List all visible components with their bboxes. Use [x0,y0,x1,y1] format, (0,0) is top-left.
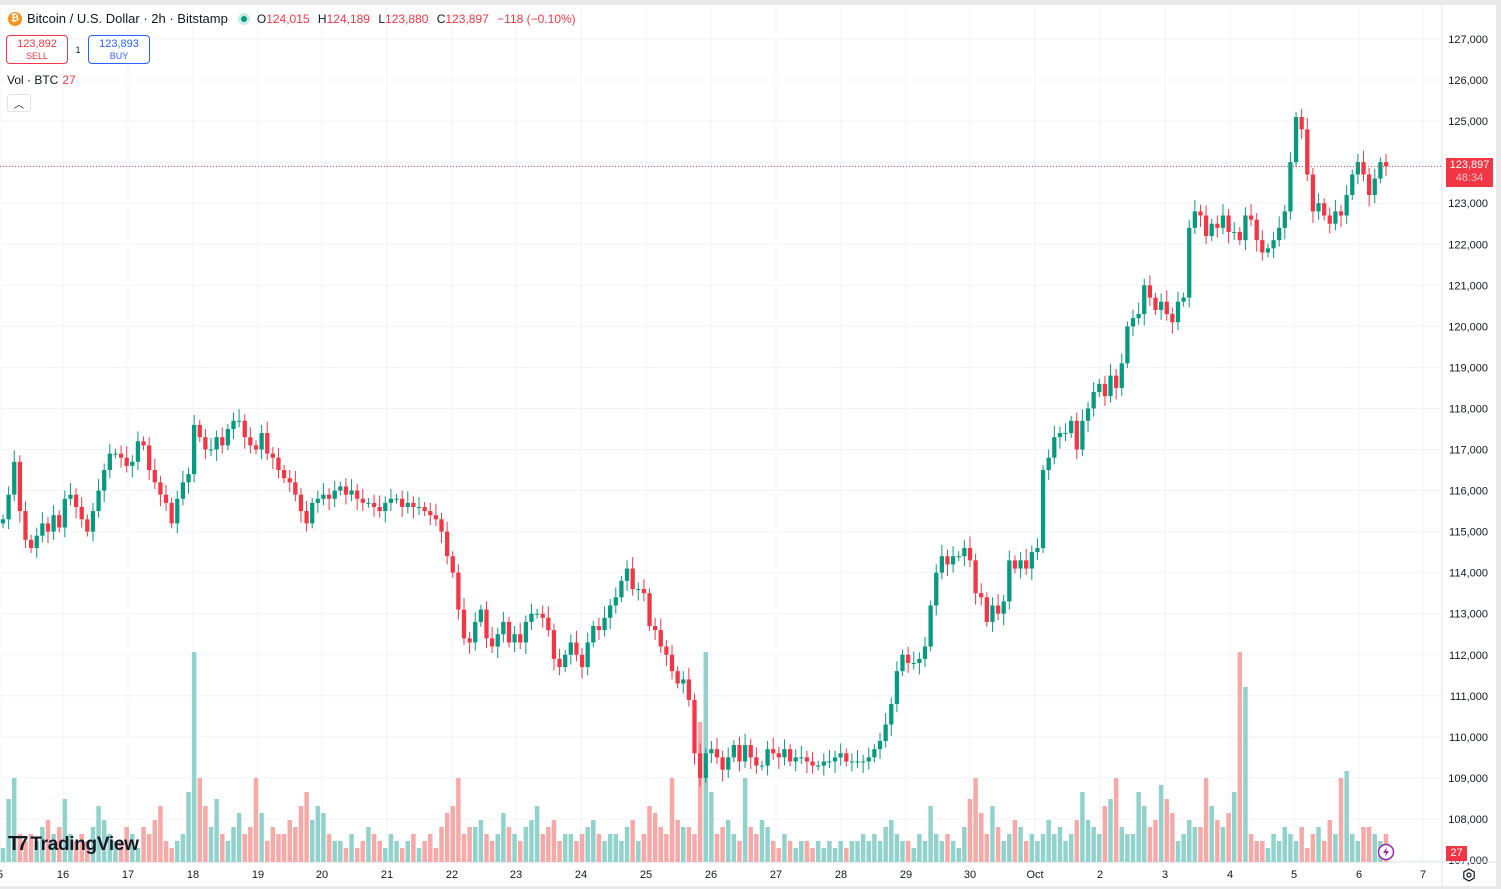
svg-text:117,000: 117,000 [1449,445,1488,457]
svg-text:17: 17 [122,869,134,881]
svg-text:24: 24 [575,869,587,881]
symbol-legend: ₿ Bitcoin / U.S. Dollar · 2h · Bitstamp … [8,11,581,26]
svg-text:19: 19 [252,869,264,881]
volume-value: 27 [62,73,76,87]
svg-text:18: 18 [187,869,199,881]
svg-text:127,000: 127,000 [1448,34,1488,46]
svg-text:29: 29 [900,869,912,881]
top-border [0,0,1501,5]
last-price: 123,897 [1449,159,1490,171]
svg-text:126,000: 126,000 [1448,75,1488,87]
sell-button[interactable]: 123,892 SELL [6,35,68,64]
svg-text:125,000: 125,000 [1448,116,1488,128]
right-border [1496,0,1501,889]
svg-text:22: 22 [446,869,458,881]
chevron-up-icon: ︿ [14,99,24,111]
svg-text:114,000: 114,000 [1449,568,1488,580]
svg-text:26: 26 [705,869,717,881]
svg-text:120,000: 120,000 [1448,321,1488,333]
bottom-border [0,886,1501,889]
last-price-tag: 123,897 48:34 [1446,158,1493,187]
svg-text:110,000: 110,000 [1449,732,1488,744]
trade-panel: 123,892 SELL 1 123,893 BUY [6,35,150,64]
bitcoin-icon: ₿ [8,11,22,26]
svg-text:Oct: Oct [1026,869,1043,881]
svg-text:119,000: 119,000 [1449,362,1488,374]
volume-legend[interactable]: Vol · BTC 27 [7,73,76,87]
candlestick-chart[interactable]: 127,000126,000125,000124,000123,000122,0… [0,5,1496,886]
svg-text:113,000: 113,000 [1449,609,1488,621]
high-value: 124,189 [326,11,370,26]
svg-text:28: 28 [835,869,847,881]
buy-price: 123,893 [99,37,139,50]
svg-text:118,000: 118,000 [1449,403,1488,415]
change-value: −118 (−0.10%) [497,11,576,26]
collapse-legend-button[interactable]: ︿ [7,94,31,112]
svg-text:116,000: 116,000 [1449,486,1488,498]
buy-label: BUY [109,50,129,61]
svg-text:4: 4 [1227,869,1233,881]
low-value: 123,880 [385,11,429,26]
sell-price: 123,892 [17,37,57,50]
sell-label: SELL [25,50,49,61]
svg-text:23: 23 [510,869,522,881]
buy-button[interactable]: 123,893 BUY [88,35,150,64]
svg-text:27: 27 [770,869,782,881]
svg-text:16: 16 [57,869,69,881]
tradingview-mark-icon: T7 [8,833,28,855]
svg-text:111,000: 111,000 [1450,691,1488,703]
tradingview-logo[interactable]: T7 TradingView [8,833,139,856]
svg-text:30: 30 [964,869,976,881]
svg-text:115,000: 115,000 [1449,527,1488,539]
ohlc-values: O124,015 H124,189 L123,880 C123,897 −118… [256,11,576,26]
volume-label: Vol · BTC [7,73,59,87]
svg-text:25: 25 [640,869,652,881]
tradingview-wordmark: TradingView [30,833,139,855]
close-value: 123,897 [445,11,489,26]
svg-text:123,000: 123,000 [1448,198,1488,210]
open-value: 124,015 [266,11,310,26]
svg-text:6: 6 [1356,869,1362,881]
svg-text:109,000: 109,000 [1448,773,1488,785]
svg-text:20: 20 [316,869,328,881]
svg-text:121,000: 121,000 [1448,280,1488,292]
svg-text:5: 5 [0,869,3,881]
svg-text:3: 3 [1162,869,1168,881]
svg-text:5: 5 [1291,869,1297,881]
svg-text:112,000: 112,000 [1449,650,1488,662]
svg-text:7: 7 [1420,869,1426,881]
svg-text:108,000: 108,000 [1448,814,1488,826]
symbol-title[interactable]: Bitcoin / U.S. Dollar · 2h · Bitstamp [27,11,228,26]
market-open-status-icon [237,12,250,25]
svg-text:21: 21 [381,869,393,881]
settings-icon[interactable] [1462,868,1476,882]
bar-countdown: 48:34 [1455,172,1484,184]
svg-text:122,000: 122,000 [1448,239,1488,251]
lightning-icon[interactable] [1375,842,1395,862]
svg-text:2: 2 [1097,869,1103,881]
volume-tag: 27 [1446,846,1467,861]
spread-value: 1 [75,44,81,55]
